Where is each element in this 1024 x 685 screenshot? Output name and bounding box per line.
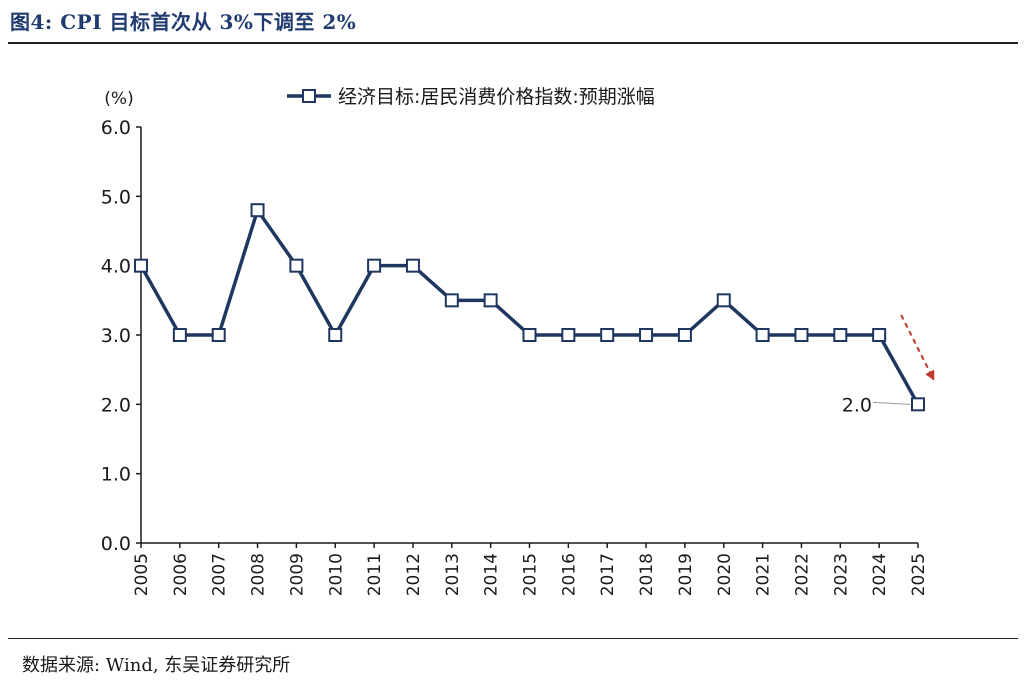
y-tick-label: 3.0 [101,325,131,347]
x-tick-label: 2022 [792,553,812,596]
x-tick-label: 2014 [482,553,502,596]
trend-arrow [900,314,935,381]
x-tick-label: 2017 [598,553,618,596]
data-point-2006 [172,328,187,342]
data-point-2021 [755,328,770,342]
data-point-2025 [911,397,925,412]
data-point-2010 [328,328,343,342]
data-point-2013 [444,293,459,308]
x-tick-label: 2025 [909,553,929,596]
x-tick-label: 2019 [676,553,696,596]
data-point-2011 [367,258,382,273]
legend-label: 经济目标:居民消费价格指数:预期涨幅 [338,86,655,108]
y-tick-label: 0.0 [101,533,131,555]
annotation-label: 2.0 [842,394,872,416]
data-point-2017 [600,328,615,342]
data-point-2024 [872,328,887,342]
chart-axes: 0.0 1.0 2.0 3.0 4.0 5.0 6.0 (%) 2005 2006 2007 2008… [101,89,929,596]
source-divider [8,638,1018,639]
data-point-2012 [405,258,420,273]
x-tick-label: 2024 [870,553,890,596]
chart-series [134,203,925,412]
data-point-2008 [250,203,265,218]
x-tick-label: 2006 [171,553,191,596]
data-point-2009 [289,258,304,273]
y-tick-label: 1.0 [101,464,131,486]
data-point-2007 [211,328,226,342]
figure-title: 图4: CPI 目标首次从 3%下调至 2% [10,10,357,34]
title-divider [8,42,1018,44]
x-tick-label: 2020 [715,553,735,596]
data-point-2005 [134,258,148,273]
x-tick-label: 2023 [831,553,851,596]
data-point-2014 [483,293,498,308]
x-tick-label: 2013 [443,553,463,596]
data-point-2020 [716,293,731,308]
y-tick-label: 2.0 [101,394,131,416]
chart-annotations: 2.0 [842,314,935,416]
data-point-2019 [677,328,692,342]
x-tick-label: 2011 [365,553,385,596]
y-tick-label: 5.0 [101,186,131,208]
x-tick-label: 2005 [132,553,152,596]
legend-marker [302,89,316,103]
data-point-2018 [639,328,654,342]
y-unit-label: (%) [104,89,133,109]
x-tick-label: 2010 [326,553,346,596]
x-tick-label: 2021 [754,553,774,596]
x-tick-label: 2012 [404,553,424,596]
series-line [139,208,920,406]
x-tick-label: 2018 [637,553,657,596]
data-point-2015 [522,328,537,342]
x-tick-label: 2007 [210,553,230,596]
y-tick-label: 6.0 [101,117,131,139]
x-tick-label: 2016 [559,553,579,596]
cpi-target-line-chart: 0.0 1.0 2.0 3.0 4.0 5.0 6.0 (%) 2005 2006 2007 2008… [101,86,935,596]
y-tick-label: 4.0 [101,256,131,278]
data-point-2022 [794,328,809,342]
chart-legend: 经济目标:居民消费价格指数:预期涨幅 [287,86,655,108]
x-tick-label: 2015 [521,553,541,596]
source-note: 数据来源: Wind, 东吴证券研究所 [22,655,291,676]
annotation-leader [872,401,911,405]
data-point-2016 [561,328,576,342]
x-tick-label: 2009 [287,553,307,596]
x-tick-label: 2008 [249,553,269,596]
data-point-2023 [833,328,848,342]
